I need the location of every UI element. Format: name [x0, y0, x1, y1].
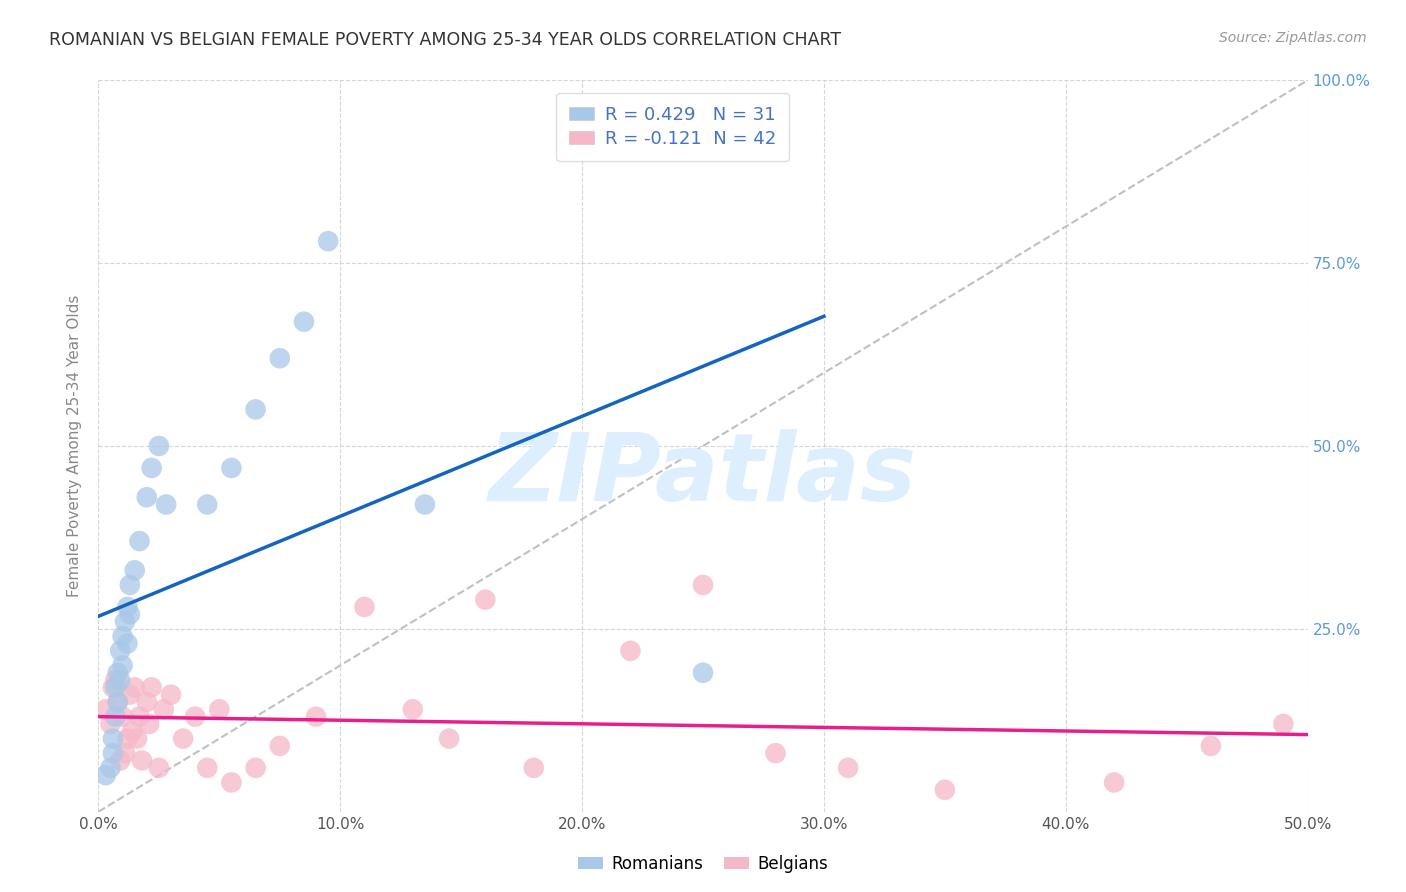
Point	[124, 563, 146, 577]
Point	[692, 578, 714, 592]
Point	[108, 754, 131, 768]
Point	[1102, 775, 1125, 789]
Point	[101, 746, 124, 760]
Point	[101, 731, 124, 746]
Point	[437, 731, 460, 746]
Point	[316, 234, 339, 248]
Point	[148, 439, 170, 453]
Point	[1272, 717, 1295, 731]
Point	[184, 709, 207, 723]
Point	[117, 731, 139, 746]
Point	[108, 673, 131, 687]
Point	[114, 615, 136, 629]
Point	[94, 768, 117, 782]
Point	[94, 702, 117, 716]
Point	[305, 709, 328, 723]
Point	[765, 746, 787, 760]
Point	[108, 644, 131, 658]
Point	[692, 665, 714, 680]
Point	[208, 702, 231, 716]
Point	[104, 709, 127, 723]
Text: ROMANIAN VS BELGIAN FEMALE POVERTY AMONG 25-34 YEAR OLDS CORRELATION CHART: ROMANIAN VS BELGIAN FEMALE POVERTY AMONG…	[49, 31, 841, 49]
Point	[127, 731, 149, 746]
Point	[523, 761, 546, 775]
Point	[107, 695, 129, 709]
Point	[402, 702, 425, 716]
Point	[172, 731, 194, 746]
Legend: R = 0.429   N = 31, R = -0.121  N = 42: R = 0.429 N = 31, R = -0.121 N = 42	[557, 93, 789, 161]
Point	[934, 782, 956, 797]
Point	[118, 688, 141, 702]
Point	[111, 629, 134, 643]
Point	[353, 599, 375, 614]
Point	[124, 681, 146, 695]
Point	[128, 534, 150, 549]
Point	[474, 592, 496, 607]
Point	[269, 351, 291, 366]
Point	[101, 681, 124, 695]
Point	[100, 717, 122, 731]
Point	[118, 578, 141, 592]
Point	[121, 724, 143, 739]
Point	[107, 665, 129, 680]
Point	[114, 746, 136, 760]
Point	[135, 490, 157, 504]
Point	[837, 761, 859, 775]
Point	[141, 681, 163, 695]
Point	[104, 681, 127, 695]
Point	[131, 754, 153, 768]
Point	[619, 644, 641, 658]
Point	[138, 717, 160, 731]
Point	[148, 761, 170, 775]
Text: ZIPatlas: ZIPatlas	[489, 429, 917, 521]
Point	[104, 673, 127, 687]
Point	[1199, 739, 1222, 753]
Y-axis label: Female Poverty Among 25-34 Year Olds: Female Poverty Among 25-34 Year Olds	[67, 295, 83, 597]
Point	[141, 461, 163, 475]
Point	[245, 761, 267, 775]
Legend: Romanians, Belgians: Romanians, Belgians	[572, 848, 834, 880]
Point	[160, 688, 183, 702]
Point	[135, 695, 157, 709]
Point	[111, 658, 134, 673]
Point	[152, 702, 174, 716]
Point	[128, 709, 150, 723]
Point	[195, 761, 218, 775]
Point	[117, 599, 139, 614]
Point	[221, 461, 243, 475]
Point	[100, 761, 122, 775]
Point	[111, 709, 134, 723]
Point	[117, 636, 139, 650]
Point	[195, 498, 218, 512]
Point	[118, 607, 141, 622]
Point	[107, 695, 129, 709]
Point	[413, 498, 436, 512]
Point	[292, 315, 315, 329]
Point	[155, 498, 177, 512]
Point	[245, 402, 267, 417]
Text: Source: ZipAtlas.com: Source: ZipAtlas.com	[1219, 31, 1367, 45]
Point	[221, 775, 243, 789]
Point	[269, 739, 291, 753]
